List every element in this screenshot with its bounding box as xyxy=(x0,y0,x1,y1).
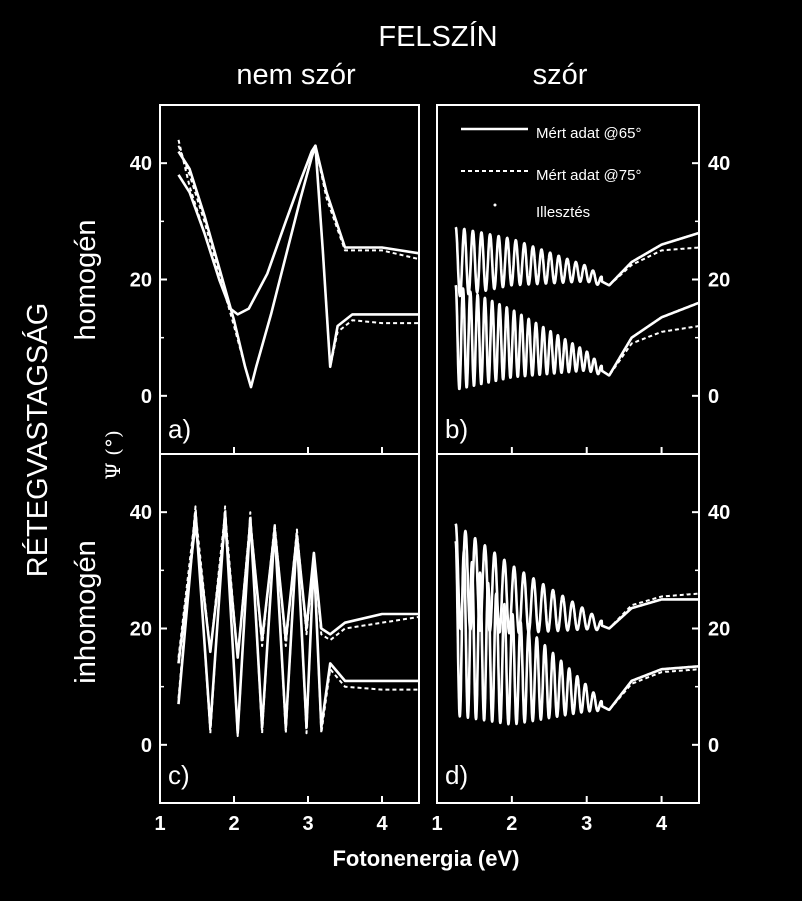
legend-label-65: Mért adat @65° xyxy=(536,125,641,142)
panel-b-series-4-dashed xyxy=(454,285,700,390)
y-tick-label: 40 xyxy=(708,502,730,524)
col-title-nem-szor: nem szór xyxy=(236,59,356,91)
legend-label-fit: Illesztés xyxy=(536,204,590,221)
x-tick-label: 4 xyxy=(376,813,388,835)
x-tick-label: 3 xyxy=(581,813,592,835)
panel-a: 0 20 40 a) xyxy=(130,104,420,455)
legend-label-75: Mért adat @75° xyxy=(536,167,641,184)
x-axis-label: Fotonenergia (eV) xyxy=(332,846,519,871)
x-tick-label: 4 xyxy=(656,813,668,835)
panel-a-series-4-dashed xyxy=(177,144,419,389)
y-tick-label: 20 xyxy=(708,270,730,292)
panel-c-series-4-dashed xyxy=(177,505,419,738)
panel-d-series-1-solid xyxy=(454,523,700,635)
x-tick-label: 3 xyxy=(302,813,313,835)
col-title-szor: szór xyxy=(533,59,588,91)
panel-d: 0 20 40 1 2 3 4 d) xyxy=(431,453,730,835)
y-tick-label: 0 xyxy=(708,735,719,757)
panel-a-series-1-solid xyxy=(177,144,420,316)
row-title: RÉTEGVASTAGSÁG xyxy=(21,303,54,577)
y-tick-label: 0 xyxy=(141,735,152,757)
y-tick-label: 40 xyxy=(130,502,152,524)
panel-label-a: a) xyxy=(168,414,191,444)
panel-label-b: b) xyxy=(445,414,468,444)
panel-a-series-3-dashed xyxy=(177,139,420,316)
x-tick-label: 2 xyxy=(228,813,239,835)
y-tick-label: 40 xyxy=(708,153,730,175)
legend: Mért adat @65° Mért adat @75° Illesztés xyxy=(461,125,641,221)
y-tick-label: 0 xyxy=(141,386,152,408)
x-tick-label: 1 xyxy=(431,813,442,835)
y-tick-label: 0 xyxy=(708,386,719,408)
row-label-homogen: homogén xyxy=(70,220,102,341)
panel-a-frame xyxy=(159,104,420,455)
panel-d-series-3-dashed xyxy=(454,523,700,635)
panel-c-frame xyxy=(159,453,420,804)
top-title: FELSZÍN xyxy=(378,20,497,53)
panel-d-series-4-dashed xyxy=(454,541,700,726)
panel-label-d: d) xyxy=(445,760,468,790)
legend-swatch-fit xyxy=(493,203,497,207)
panel-b: 0 20 40 b) xyxy=(436,104,730,455)
panel-c-series-3-dashed xyxy=(177,511,420,659)
y-tick-label: 20 xyxy=(130,619,152,641)
x-tick-label: 1 xyxy=(154,813,165,835)
y-axis-label: Ψ (°) xyxy=(101,430,125,480)
y-tick-label: 40 xyxy=(130,153,152,175)
y-tick-label: 20 xyxy=(130,270,152,292)
panel-b-series-1-solid xyxy=(454,226,700,298)
row-label-inhomogen: inhomogén xyxy=(70,540,102,684)
y-tick-label: 20 xyxy=(708,619,730,641)
panel-label-c: c) xyxy=(168,760,190,790)
panel-c: 0 20 40 1 2 3 4 c) xyxy=(130,453,420,835)
x-tick-label: 2 xyxy=(506,813,517,835)
